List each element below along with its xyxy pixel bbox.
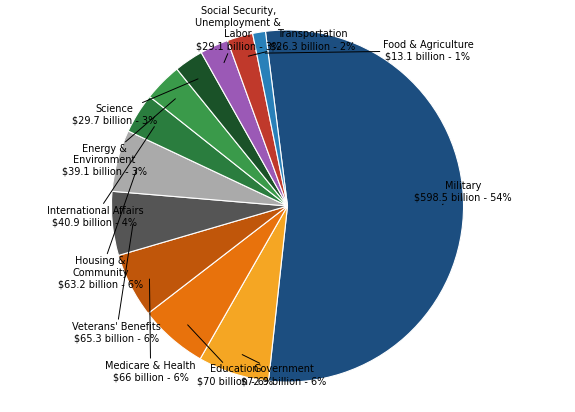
Text: International Affairs
$40.9 billion - 4%: International Affairs $40.9 billion - 4% (47, 126, 154, 227)
Wedge shape (112, 131, 288, 206)
Wedge shape (266, 30, 463, 382)
Text: Veterans' Benefits
$65.3 billion - 6%: Veterans' Benefits $65.3 billion - 6% (72, 224, 161, 344)
Wedge shape (150, 69, 288, 206)
Wedge shape (112, 191, 288, 255)
Text: Energy &
Environment
$39.1 billion - 3%: Energy & Environment $39.1 billion - 3% (62, 99, 175, 177)
Text: Education
$70 billion - 6%: Education $70 billion - 6% (187, 325, 273, 386)
Text: Science
$29.7 billion - 3%: Science $29.7 billion - 3% (72, 79, 198, 125)
Text: Government
$72.9 billion - 6%: Government $72.9 billion - 6% (242, 355, 327, 386)
Text: Military
$598.5 billion - 54%: Military $598.5 billion - 54% (414, 181, 512, 205)
Wedge shape (128, 96, 288, 206)
Text: Social Security,
Unemployment &
Labor
$29.1 billion - 3%: Social Security, Unemployment & Labor $2… (196, 6, 281, 63)
Text: Transportation
$26.3 billion - 2%: Transportation $26.3 billion - 2% (248, 30, 355, 56)
Wedge shape (228, 33, 288, 206)
Text: Food & Agriculture
$13.1 billion - 1%: Food & Agriculture $13.1 billion - 1% (265, 40, 473, 62)
Wedge shape (200, 206, 288, 381)
Wedge shape (177, 53, 288, 206)
Wedge shape (118, 206, 288, 314)
Wedge shape (148, 206, 288, 359)
Text: Medicare & Health
$66 billion - 6%: Medicare & Health $66 billion - 6% (105, 279, 196, 382)
Wedge shape (201, 40, 288, 206)
Text: Housing &
Community
$63.2 billion - 6%: Housing & Community $63.2 billion - 6% (58, 169, 143, 290)
Wedge shape (252, 31, 288, 206)
